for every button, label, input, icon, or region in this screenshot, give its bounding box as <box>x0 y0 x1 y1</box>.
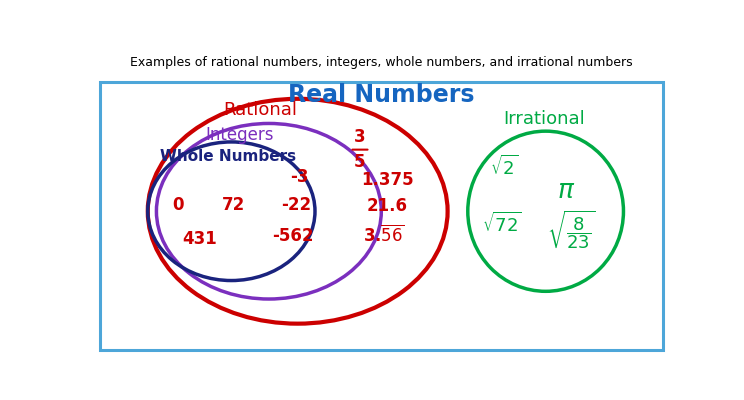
Text: 431: 431 <box>182 230 217 248</box>
Text: 3.$\overline{56}$: 3.$\overline{56}$ <box>362 225 403 246</box>
Text: -562: -562 <box>272 227 313 245</box>
Text: -22: -22 <box>281 196 312 214</box>
Text: Whole Numbers: Whole Numbers <box>161 149 297 164</box>
Text: $\sqrt{\dfrac{8}{23}}$: $\sqrt{\dfrac{8}{23}}$ <box>548 208 596 251</box>
Text: Integers: Integers <box>206 126 275 144</box>
Text: 1.375: 1.375 <box>361 170 414 188</box>
Text: $\pi$: $\pi$ <box>557 178 575 204</box>
Text: Rational: Rational <box>223 101 297 119</box>
FancyBboxPatch shape <box>100 82 663 350</box>
Text: 5: 5 <box>354 153 366 171</box>
Text: Real Numbers: Real Numbers <box>288 84 475 108</box>
Text: $\sqrt{2}$: $\sqrt{2}$ <box>490 154 519 179</box>
Text: 21.6: 21.6 <box>367 197 408 215</box>
Text: -3: -3 <box>290 168 309 186</box>
Text: $\sqrt{72}$: $\sqrt{72}$ <box>482 212 522 236</box>
Text: 3: 3 <box>354 128 366 146</box>
Text: 0: 0 <box>173 196 184 214</box>
Text: Examples of rational numbers, integers, whole numbers, and irrational numbers: Examples of rational numbers, integers, … <box>130 56 632 69</box>
Text: Irrational: Irrational <box>504 110 586 128</box>
Text: 72: 72 <box>222 196 245 214</box>
